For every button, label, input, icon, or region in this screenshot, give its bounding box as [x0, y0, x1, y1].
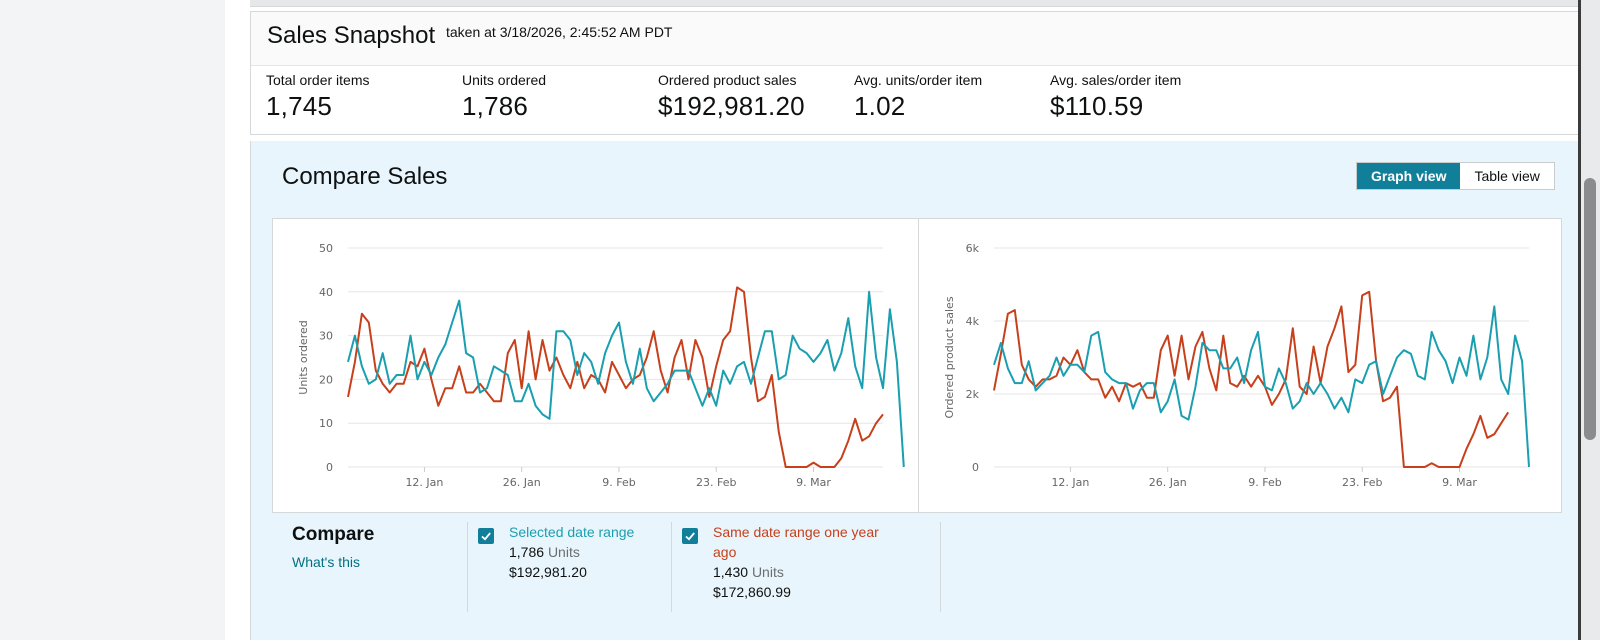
sales-snapshot-card: Sales Snapshot taken at 3/18/2026, 2:45:… — [250, 11, 1580, 135]
metric-ordered-product-sales: Ordered product sales $192,981.20 — [658, 72, 805, 122]
units-value: 1,430 — [713, 564, 749, 580]
y-tick-label: 4k — [966, 315, 980, 328]
metric-label: Total order items — [266, 72, 370, 88]
checkmark-icon — [685, 532, 695, 541]
y-tick-label: 6k — [966, 242, 980, 255]
y-tick-label: 50 — [319, 242, 333, 255]
compare-sales-panel: Compare Sales Graph view Table view 0 10 2… — [250, 141, 1580, 640]
metric-label: Units ordered — [462, 72, 547, 88]
left-gutter — [0, 0, 225, 640]
legend-same-range-last-year: Same date range one year ago 1,430 Units… — [671, 522, 941, 612]
whats-this-link[interactable]: What's this — [292, 554, 361, 570]
selected-range-line — [347, 290, 905, 468]
x-tick-label: 26. Jan — [1149, 476, 1187, 489]
x-tick-label: 26. Jan — [503, 476, 541, 489]
x-tick-label: 12. Jan — [1051, 476, 1089, 489]
table-view-button[interactable]: Table view — [1460, 163, 1554, 189]
x-tick-label: 12. Jan — [405, 476, 443, 489]
legend-sales: $192,981.20 — [509, 564, 587, 580]
scrollbar-thumb[interactable] — [1584, 178, 1596, 440]
legend-text: Selected date range 1,786 Units $192,981… — [509, 522, 729, 582]
legend-selected-date-range: Selected date range 1,786 Units $192,981… — [467, 522, 672, 612]
y-tick-label: 0 — [326, 461, 333, 474]
snapshot-timestamp: taken at 3/18/2026, 2:45:52 AM PDT — [446, 24, 673, 40]
units-word: Units — [547, 544, 580, 560]
y-tick-label: 30 — [319, 330, 333, 343]
metric-avg-sales-per-order-item: Avg. sales/order item $110.59 — [1050, 72, 1181, 122]
legend-series-name: Selected date range — [509, 524, 635, 540]
window-edge — [1578, 0, 1582, 640]
metric-value: 1.02 — [854, 91, 906, 121]
metric-label: Avg. units/order item — [854, 72, 983, 88]
y-tick-label: 40 — [319, 286, 333, 299]
selected-range-line — [993, 305, 1530, 468]
metric-value: 1,786 — [462, 91, 529, 121]
legend-sales: $172,860.99 — [713, 584, 791, 600]
last-year-line — [993, 290, 1510, 468]
units-value: 1,786 — [509, 544, 545, 560]
legend-series-name: Same date range one year ago — [713, 524, 879, 560]
compare-label: Compare — [292, 524, 375, 545]
legend-text: Same date range one year ago 1,430 Units… — [713, 522, 888, 602]
units-ordered-chart: 0 10 20 30 40 50 Units ordered 12. Jan 26. Jan 9.… — [297, 242, 905, 489]
checkmark-icon — [481, 532, 491, 541]
y-tick-label: 10 — [319, 417, 333, 430]
x-tick-label: 9. Mar — [1442, 476, 1477, 489]
y-tick-label: 0 — [972, 461, 979, 474]
last-year-checkbox[interactable] — [682, 528, 698, 544]
x-tick-label: 9. Feb — [1248, 476, 1281, 489]
metric-label: Avg. sales/order item — [1050, 72, 1182, 88]
metric-label: Ordered product sales — [658, 72, 797, 88]
metric-value: $192,981.20 — [658, 91, 805, 121]
view-toggle: Graph view Table view — [1356, 162, 1555, 190]
legend-units: 1,786 Units — [509, 542, 729, 562]
snapshot-title: Sales Snapshot — [267, 22, 436, 49]
x-tick-label: 23. Feb — [696, 476, 736, 489]
metric-value: 1,745 — [266, 91, 333, 121]
metric-total-order-items: Total order items 1,745 — [266, 72, 369, 122]
chart-divider — [918, 219, 919, 512]
x-tick-label: 9. Feb — [602, 476, 635, 489]
x-tick-label: 23. Feb — [1342, 476, 1382, 489]
snapshot-header: Sales Snapshot taken at 3/18/2026, 2:45:… — [251, 12, 1579, 66]
charts-container: 0 10 20 30 40 50 Units ordered 12. Jan 26. Jan 9.… — [272, 218, 1562, 513]
metric-value: $110.59 — [1050, 91, 1144, 121]
legend-units: 1,430 Units — [713, 562, 888, 582]
top-strip — [250, 0, 1580, 7]
compare-sales-title: Compare Sales — [282, 163, 448, 190]
graph-view-button[interactable]: Graph view — [1357, 163, 1461, 189]
last-year-line — [347, 286, 884, 468]
x-tick-label: 9. Mar — [796, 476, 831, 489]
units-word: Units — [751, 564, 784, 580]
ordered-product-sales-chart: 0 2k 4k 6k Ordered product sales 12. Jan 26. J… — [943, 242, 1530, 489]
metric-avg-units-per-order-item: Avg. units/order item 1.02 — [854, 72, 982, 122]
y-axis-label: Units ordered — [297, 320, 310, 394]
metric-units-ordered: Units ordered 1,786 — [462, 72, 546, 122]
y-axis-label: Ordered product sales — [943, 296, 956, 418]
y-tick-label: 20 — [319, 373, 333, 386]
y-tick-label: 2k — [966, 388, 980, 401]
selected-range-checkbox[interactable] — [478, 528, 494, 544]
